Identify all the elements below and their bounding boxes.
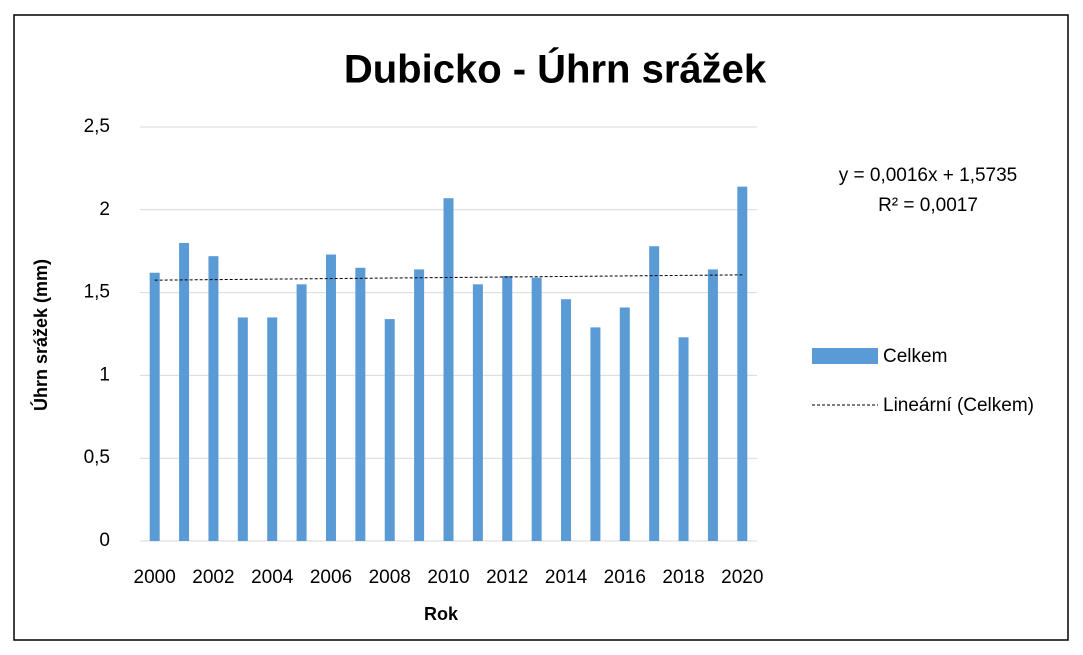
bar bbox=[531, 277, 542, 541]
x-tick-label: 2020 bbox=[721, 567, 763, 588]
trend-r2: R² = 0,0017 bbox=[878, 195, 978, 216]
bar bbox=[561, 299, 572, 541]
bar bbox=[502, 276, 513, 541]
y-tick-label: 0 bbox=[99, 530, 110, 551]
bar bbox=[208, 256, 219, 541]
x-tick-label: 2014 bbox=[545, 567, 588, 588]
bar bbox=[414, 269, 425, 541]
x-axis-title: Rok bbox=[424, 604, 459, 624]
bar bbox=[472, 284, 483, 541]
legend-label: Lineární (Celkem) bbox=[883, 395, 1034, 416]
y-tick-label: 1 bbox=[99, 364, 110, 385]
bar bbox=[619, 307, 630, 541]
x-tick-label: 2018 bbox=[662, 567, 704, 588]
y-axis-title: Úhrn srážek (mm) bbox=[30, 259, 51, 411]
x-tick-label: 2008 bbox=[369, 567, 411, 588]
x-tick-label: 2016 bbox=[604, 567, 646, 588]
x-tick-label: 2000 bbox=[134, 567, 176, 588]
bar bbox=[590, 327, 601, 541]
bar bbox=[296, 284, 307, 541]
bar bbox=[355, 267, 366, 541]
bar bbox=[149, 272, 160, 541]
bar bbox=[325, 254, 336, 541]
y-tick-label: 1,5 bbox=[84, 282, 110, 303]
legend-swatch bbox=[812, 348, 878, 364]
y-tick-label: 2 bbox=[99, 199, 110, 220]
trend-equation: y = 0,0016x + 1,5735 bbox=[839, 165, 1018, 186]
bar bbox=[237, 317, 248, 541]
bar bbox=[678, 337, 689, 541]
x-tick-label: 2002 bbox=[192, 567, 234, 588]
bar bbox=[267, 317, 278, 541]
bar bbox=[737, 186, 748, 541]
legend-label: Celkem bbox=[883, 346, 947, 367]
x-tick-label: 2004 bbox=[251, 567, 294, 588]
bar bbox=[443, 198, 454, 541]
chart-title: Dubicko - Úhrn srážek bbox=[344, 46, 767, 92]
trendline bbox=[154, 274, 743, 281]
bar bbox=[707, 269, 718, 541]
x-tick-label: 2006 bbox=[310, 567, 352, 588]
y-tick-label: 0,5 bbox=[84, 447, 110, 468]
bar bbox=[179, 242, 190, 542]
x-tick-label: 2012 bbox=[486, 567, 528, 588]
bar bbox=[649, 246, 660, 541]
bar bbox=[384, 319, 395, 541]
y-tick-label: 2,5 bbox=[84, 116, 110, 137]
x-tick-label: 2010 bbox=[427, 567, 469, 588]
